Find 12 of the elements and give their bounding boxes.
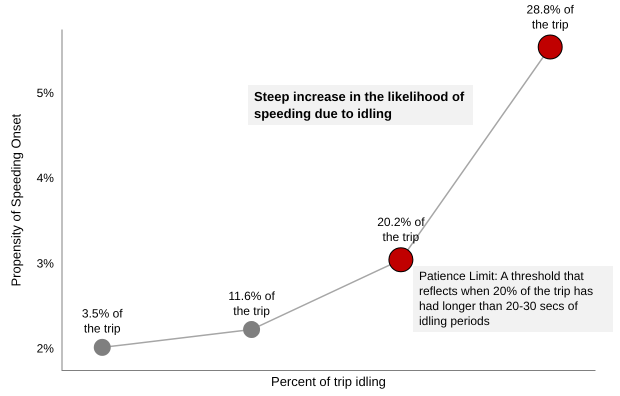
y-tick-label: 5% xyxy=(36,86,54,100)
annotation: 20.2% of the trip xyxy=(377,215,426,244)
annotation: 11.6% of the trip xyxy=(228,288,276,318)
annotation: Steep increase in the likelihood of speeding due to idling xyxy=(248,85,473,125)
annotation: 28.8% of the trip xyxy=(526,2,575,32)
y-tick-label: 3% xyxy=(36,256,54,270)
x-axis-title: Percent of trip idling xyxy=(271,374,386,389)
annotation: 3.5% of the trip xyxy=(82,306,124,336)
y-tick-label: 4% xyxy=(36,171,54,186)
y-axis-title: Propensity of Speeding Onset xyxy=(8,113,24,287)
y-tick-label: 2% xyxy=(36,341,54,356)
annotation: Patience Limit: A threshold that reflects when 20% of the trip has had longer than 20-30 secs of idling periods xyxy=(413,266,613,332)
